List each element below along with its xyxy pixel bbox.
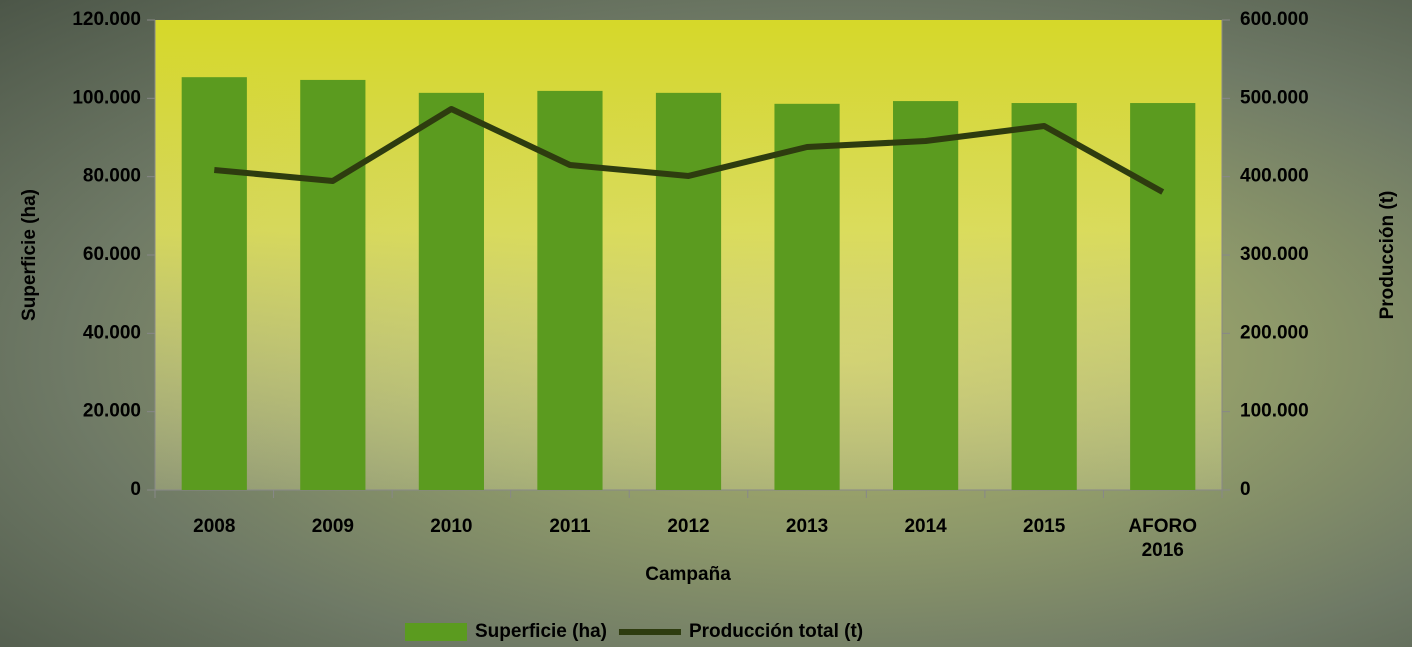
y2-tick-label: 100.000: [1240, 401, 1309, 422]
y-tick-label: 40.000: [83, 322, 141, 343]
y-tick-label: 80.000: [83, 166, 141, 187]
bar: [418, 92, 484, 490]
x-tick-label: 2012: [667, 516, 710, 537]
bar: [774, 103, 840, 491]
bar: [655, 92, 722, 490]
bar: [1011, 103, 1077, 491]
x-tick-label: AFORO 2016: [1128, 516, 1198, 561]
y-tick-label: 0: [130, 479, 141, 500]
y-axis-title: Superficie (ha): [19, 189, 40, 321]
y2-tick-label: 600.000: [1240, 9, 1309, 30]
bar: [1130, 103, 1196, 491]
x-tick-label: 2009: [311, 516, 354, 537]
bar: [300, 79, 366, 491]
y2-tick-label: 500.000: [1240, 87, 1309, 108]
y2-axis-title: Producción (t): [1377, 191, 1398, 320]
bar: [893, 101, 959, 490]
x-tick-label: 2011: [549, 516, 591, 537]
y2-tick-label: 0: [1240, 479, 1251, 500]
legend-label: Producción total (t): [689, 621, 863, 642]
x-tick-label: 2013: [785, 516, 829, 537]
y-tick-label: 60.000: [83, 244, 141, 265]
x-tick-label: 2010: [430, 516, 473, 537]
legend-swatch: [405, 623, 467, 641]
bar: [181, 77, 247, 490]
x-tick-label: 2015: [1023, 516, 1066, 537]
bar: [537, 90, 603, 491]
x-tick-label: 2008: [193, 516, 236, 537]
y2-tick-label: 200.000: [1240, 322, 1309, 343]
y2-tick-label: 400.000: [1240, 166, 1309, 187]
x-axis-title: Campaña: [645, 564, 731, 585]
legend-label: Superficie (ha): [475, 621, 607, 642]
line: [214, 105, 1165, 195]
y-tick-label: 120.000: [72, 9, 141, 30]
y2-tick-label: 300.000: [1240, 244, 1309, 265]
y-tick-label: 20.000: [83, 401, 141, 422]
x-tick-label: 2014: [904, 516, 947, 537]
y-tick-label: 100.000: [72, 87, 141, 108]
